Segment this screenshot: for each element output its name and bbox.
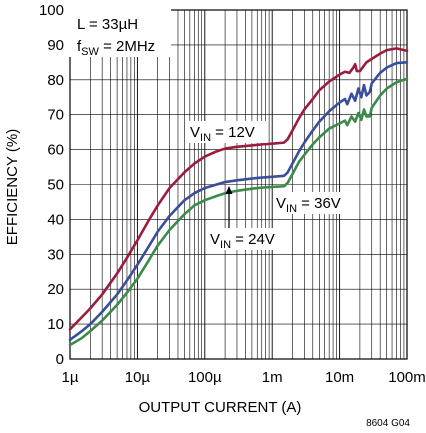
x-tick-labels: 1µ 10µ 100µ 1m 10m 100m [62, 369, 426, 386]
grid-lines [69, 9, 407, 360]
x-tick-label: 10µ [125, 369, 151, 386]
y-tick-label: 80 [47, 72, 64, 89]
condition-frequency: fSW = 2MHz [77, 38, 155, 58]
y-tick-label: 50 [47, 177, 64, 194]
series-line-3 [68, 77, 409, 347]
y-tick-label: 10 [47, 316, 64, 333]
series-label-12v: VIN = 12V [190, 124, 255, 144]
x-tick-label: 1m [262, 369, 283, 386]
series-line-1 [68, 47, 409, 331]
conditions-box [69, 9, 171, 57]
condition-inductance: L = 33µH [77, 16, 138, 33]
x-tick-label: 100µ [188, 369, 222, 386]
y-tick-label: 60 [47, 142, 64, 159]
x-tick-label: 1µ [62, 369, 79, 386]
x-tick-label: 100m [388, 369, 426, 386]
arrow-24v-head [225, 186, 233, 194]
series-line-2 [68, 61, 409, 342]
y-axis-label: EFFICIENCY (%) [4, 129, 21, 245]
y-tick-label: 40 [47, 211, 64, 228]
y-tick-labels: 0 10 20 30 40 50 60 70 80 90 100 [39, 2, 64, 368]
label-bg-36v [273, 192, 355, 214]
y-tick-label: 90 [47, 37, 64, 54]
figure-id: 8604 G04 [366, 418, 410, 429]
y-tick-label: 0 [56, 351, 64, 368]
x-tick-label: 10m [325, 369, 354, 386]
series-label-24v: VIN = 24V [210, 231, 275, 251]
series-label-36v: VIN = 36V [276, 195, 341, 215]
label-bg-24v [207, 228, 289, 250]
series-lines [68, 47, 409, 347]
y-tick-label: 100 [39, 2, 64, 19]
x-axis-label: OUTPUT CURRENT (A) [139, 399, 302, 416]
y-tick-label: 20 [47, 281, 64, 298]
label-bg-12v [187, 121, 267, 143]
y-tick-label: 70 [47, 107, 64, 124]
plot-frame [69, 9, 408, 360]
y-tick-label: 30 [47, 246, 64, 263]
